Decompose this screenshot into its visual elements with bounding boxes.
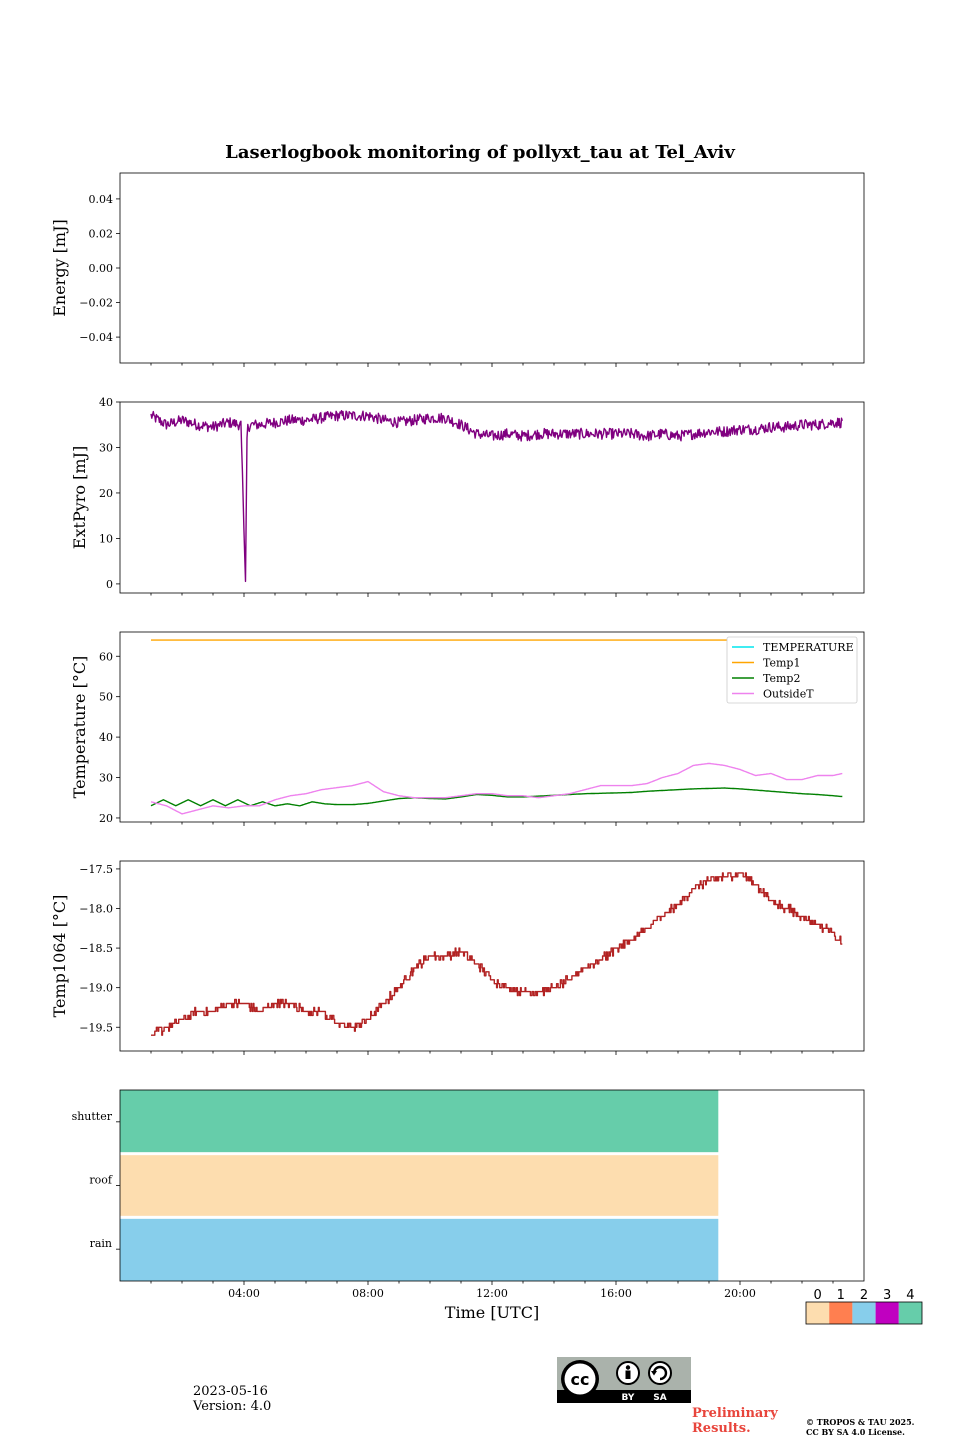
x-tick-label: 20:00 (724, 1287, 756, 1300)
legend-label: TEMPERATURE (763, 641, 854, 654)
temperature-panel: 20 30 40 50 60 Temperature [°C] TEMPERATURE Tem… (70, 631, 865, 826)
x-tick-label: 16:00 (600, 1287, 632, 1300)
y-tick-label: −19.0 (79, 982, 113, 995)
temperature-series-line-outsidet (150, 762, 843, 815)
temp1064-series-line (151, 872, 843, 1036)
y-tick-label: 0 (106, 578, 113, 591)
y-axis-label: ExtPyro [mJ] (70, 446, 89, 549)
y-tick-label: −17.5 (79, 863, 113, 876)
colorbar-swatch-0 (806, 1302, 830, 1324)
preliminary-notice: Preliminary Results. (692, 1406, 778, 1436)
x-axis-label: Time [UTC] (445, 1303, 539, 1322)
cc-circle-inner (564, 1363, 596, 1395)
sa-sharealike-icon (648, 1361, 672, 1385)
copyright-line-2: CC BY SA 4.0 License. (806, 1427, 905, 1437)
extpyro-panel: 0 10 20 30 40 ExtPyro [mJ] (70, 396, 865, 597)
legend-label: OutsideT (763, 688, 814, 701)
y-tick-label: 30 (99, 441, 113, 454)
y-tick-label: 30 (99, 772, 113, 785)
extpyro-series-line (150, 410, 843, 583)
y-tick-label: −19.5 (79, 1021, 113, 1034)
copyright-line-1: © TROPOS & TAU 2025. (806, 1417, 915, 1427)
status-row-label-shutter: shutter (72, 1110, 113, 1123)
legend-label: Temp2 (763, 672, 800, 685)
colorbar-swatch-3 (875, 1302, 899, 1324)
temp1064-panel: −19.5 −19.0 −18.5 −18.0 −17.5 Temp1064 [°C] (50, 860, 865, 1055)
cc-icon: cc (571, 1370, 590, 1389)
colorbar-swatch-2 (852, 1302, 876, 1324)
colorbar-label: 1 (837, 1288, 845, 1303)
badge-by-label: BY (622, 1393, 635, 1403)
x-tick-label: 08:00 (352, 1287, 384, 1300)
legend-label: Temp1 (763, 657, 800, 670)
status-panel: shutter roof rain 04:00 08:00 12:00 16:00 20:00 (72, 1089, 865, 1300)
y-tick-label: 10 (99, 532, 113, 545)
y-axis-label: Temp1064 [°C] (50, 895, 69, 1018)
colorbar-swatch-4 (898, 1302, 922, 1324)
colorbar-swatch-1 (829, 1302, 853, 1324)
y-axis-label: Energy [mJ] (50, 219, 69, 317)
figure-title: Laserlogbook monitoring of pollyxt_tau a… (225, 142, 735, 163)
footer-version: Version: 4.0 (193, 1399, 272, 1414)
y-tick-label: 40 (99, 731, 113, 744)
y-tick-label: 60 (99, 650, 113, 663)
status-row-label-roof: roof (89, 1174, 113, 1187)
x-tick-label: 04:00 (228, 1287, 260, 1300)
by-person-body-icon (625, 1370, 631, 1379)
colorbar-label: 3 (883, 1288, 891, 1303)
energy-panel: −0.04 −0.02 0.00 0.02 0.04 Energy [mJ] (50, 172, 865, 367)
y-tick-label: −18.5 (79, 942, 113, 955)
status-bar-roof (120, 1155, 719, 1216)
y-tick-label: 50 (99, 691, 113, 704)
colorbar-label: 4 (906, 1288, 914, 1303)
y-tick-label: 0.02 (89, 227, 114, 240)
preliminary-line-2: Results. (692, 1421, 751, 1436)
y-tick-label: 0.04 (89, 193, 114, 206)
y-tick-label: 20 (99, 812, 113, 825)
sa-arrow-head-icon (651, 1371, 657, 1376)
y-axis-label: Temperature [°C] (70, 656, 89, 799)
y-tick-label: −0.02 (79, 297, 113, 310)
footer-date-block: 2023-05-16 Version: 4.0 (193, 1384, 271, 1414)
axes-frame (119, 860, 865, 1052)
status-bar-shutter (120, 1090, 719, 1153)
cc-license-badge: cc BY SA (557, 1357, 691, 1403)
sa-arrow-arc-icon (652, 1365, 668, 1381)
preliminary-line-1: Preliminary (692, 1406, 778, 1421)
temperature-legend: TEMPERATURE Temp1 Temp2 OutsideT (726, 636, 858, 704)
temperature-series-line-temp2 (150, 787, 843, 807)
colorbar-label: 0 (813, 1288, 821, 1303)
status-bar-rain (120, 1218, 719, 1281)
colorbar-label: 2 (860, 1288, 868, 1303)
colorbar-frame (805, 1301, 923, 1325)
copyright-notice: © TROPOS & TAU 2025. CC BY SA 4.0 Licens… (806, 1417, 914, 1437)
y-tick-label: 20 (99, 487, 113, 500)
x-tick-label: 12:00 (476, 1287, 508, 1300)
status-row-label-rain: rain (90, 1237, 112, 1250)
legend-box (726, 636, 858, 704)
y-tick-label: 40 (99, 396, 113, 409)
y-tick-label: 0.00 (89, 262, 114, 275)
by-person-head-icon (625, 1365, 631, 1370)
footer-date: 2023-05-16 (193, 1384, 268, 1399)
y-tick-label: −0.04 (79, 331, 113, 344)
badge-sa-label: SA (653, 1393, 666, 1403)
axes-frame (119, 172, 865, 364)
y-tick-label: −18.0 (79, 903, 113, 916)
